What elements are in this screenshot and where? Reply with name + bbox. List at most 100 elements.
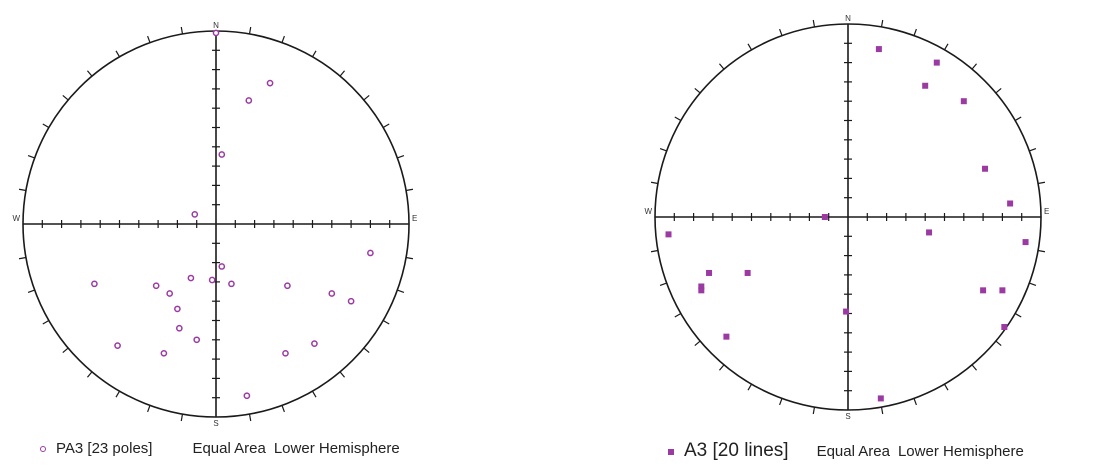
azimuth-tick xyxy=(62,347,69,354)
legend-series-name: PA3 [23 poles] xyxy=(56,440,153,457)
azimuth-tick xyxy=(311,50,317,58)
hemisphere-label: Lower Hemisphere xyxy=(897,443,1024,460)
azimuth-tick xyxy=(180,26,184,35)
azimuth-tick xyxy=(363,347,370,354)
pole-point xyxy=(152,282,160,290)
south-label: S xyxy=(213,419,218,428)
pole-point xyxy=(243,392,251,400)
pole-point xyxy=(284,282,291,290)
azimuth-tick xyxy=(779,28,783,36)
lineation-point xyxy=(1022,239,1029,246)
azimuth-tick xyxy=(1029,282,1037,286)
azimuth-tick xyxy=(86,70,93,77)
azimuth-tick xyxy=(147,405,151,413)
azimuth-tick xyxy=(281,35,285,43)
pole-point xyxy=(160,349,168,357)
lineation-point xyxy=(744,269,751,276)
azimuth-tick xyxy=(1037,249,1046,253)
pole-point xyxy=(218,151,226,158)
azimuth-tick xyxy=(18,256,27,260)
azimuth-tick xyxy=(913,28,917,36)
azimuth-tick xyxy=(880,19,884,28)
pole-point xyxy=(193,336,201,344)
east-label: E xyxy=(1044,207,1049,216)
lineation-point xyxy=(665,231,672,238)
azimuth-tick xyxy=(913,398,917,406)
stereonet-pa3: N S W E xyxy=(12,21,417,428)
azimuth-tick xyxy=(382,319,390,325)
pole-point xyxy=(166,290,174,297)
azimuth-tick xyxy=(86,371,93,378)
lineation-point xyxy=(960,98,967,105)
azimuth-tick xyxy=(405,256,414,260)
south-label: S xyxy=(845,412,850,421)
pole-point xyxy=(91,280,98,288)
azimuth-tick xyxy=(397,155,405,159)
azimuth-tick xyxy=(880,406,884,415)
pole-point xyxy=(212,29,220,37)
pole-point xyxy=(187,274,195,282)
azimuth-tick xyxy=(718,63,725,70)
lineation-point xyxy=(723,333,730,340)
azimuth-tick xyxy=(650,181,659,185)
lineation-point xyxy=(926,229,933,236)
azimuth-tick xyxy=(18,188,27,192)
azimuth-tick xyxy=(115,390,121,398)
azimuth-tick xyxy=(311,390,317,398)
azimuth-tick xyxy=(27,289,35,293)
pole-point xyxy=(328,290,336,297)
azimuth-tick xyxy=(62,94,69,101)
azimuth-tick xyxy=(747,383,753,391)
azimuth-tick xyxy=(694,340,701,347)
pole-point xyxy=(367,249,374,257)
lineation-point xyxy=(843,308,850,315)
lineation-point xyxy=(821,214,828,220)
azimuth-tick xyxy=(747,43,753,51)
azimuth-tick xyxy=(943,43,949,51)
lineation-point xyxy=(698,287,705,294)
azimuth-tick xyxy=(1014,116,1022,122)
azimuth-tick xyxy=(397,289,405,293)
azimuth-tick xyxy=(718,364,725,371)
azimuth-tick xyxy=(943,383,949,391)
pole-point xyxy=(228,280,235,288)
lineation-point xyxy=(698,283,705,290)
legend-pa3: PA3 [23 poles] Equal Area Lower Hemisphere xyxy=(40,440,400,457)
west-label: W xyxy=(12,214,20,223)
azimuth-tick xyxy=(779,398,783,406)
azimuth-tick xyxy=(674,312,682,318)
azimuth-tick xyxy=(27,155,35,159)
pole-point xyxy=(218,263,226,270)
pole-point xyxy=(191,211,199,218)
lineation-point xyxy=(875,46,882,53)
lineation-point xyxy=(1007,200,1014,207)
azimuth-tick xyxy=(694,87,701,94)
azimuth-tick xyxy=(281,405,285,413)
pole-point xyxy=(266,79,274,87)
azimuth-tick xyxy=(42,319,50,325)
azimuth-tick xyxy=(382,123,390,129)
projection-label: Equal Area xyxy=(192,440,266,457)
lineation-point xyxy=(922,82,929,89)
azimuth-tick xyxy=(674,116,682,122)
lineation-point xyxy=(706,269,713,276)
azimuth-tick xyxy=(659,148,667,152)
azimuth-tick xyxy=(115,50,121,58)
pole-point xyxy=(311,340,318,348)
azimuth-tick xyxy=(971,364,978,371)
lineation-point xyxy=(982,165,989,172)
pole-point xyxy=(347,297,355,305)
hemisphere-label: Lower Hemisphere xyxy=(273,440,400,457)
west-label: W xyxy=(644,207,652,216)
azimuth-tick xyxy=(42,123,50,129)
azimuth-tick xyxy=(1037,181,1046,185)
azimuth-tick xyxy=(659,282,667,286)
azimuth-tick xyxy=(1029,148,1037,152)
open-circle-marker-icon xyxy=(40,446,46,453)
north-label: N xyxy=(845,14,851,23)
lineation-point xyxy=(933,59,940,66)
pole-point xyxy=(174,305,181,313)
azimuth-tick xyxy=(248,413,252,422)
azimuth-tick xyxy=(363,94,370,101)
legend-series-name: A3 [20 lines] xyxy=(684,440,789,461)
